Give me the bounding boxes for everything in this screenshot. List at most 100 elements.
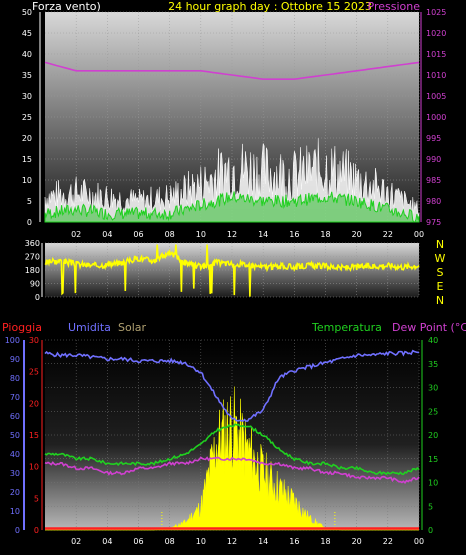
wind-tick-label: 5 <box>27 197 32 206</box>
direction-tick-label: 90 <box>30 280 40 289</box>
humidity-tick-label: 70 <box>10 393 20 402</box>
pressure-tick-label: 1025 <box>426 8 446 17</box>
solar-legend: Solar <box>118 321 147 334</box>
humidity-tick-label: 80 <box>10 374 20 383</box>
compass-label: N <box>436 238 444 251</box>
temp-tick-label: 35 <box>428 360 438 369</box>
x-tick-label: 20 <box>352 230 362 239</box>
wind-tick-label: 50 <box>22 8 32 17</box>
rain-legend: Pioggia <box>2 321 42 334</box>
rain-tick-label: 15 <box>29 431 39 440</box>
x-tick-label: 18 <box>320 537 330 546</box>
wind-tick-label: 25 <box>22 113 32 122</box>
pressure-tick-label: 1000 <box>426 113 446 122</box>
humidity-series <box>44 349 420 422</box>
temp-tick-label: 40 <box>428 336 438 345</box>
direction-tick-label: 180 <box>25 266 40 275</box>
panel-wind-axes: 0510152025303540455097598098599099510001… <box>22 8 447 239</box>
x-tick-label: 02 <box>71 537 81 546</box>
dewpoint-legend: Dew Point (°C) <box>392 321 466 334</box>
rain-tick-label: 30 <box>29 336 39 345</box>
temp-tick-label: 25 <box>428 407 438 416</box>
x-tick-label: 04 <box>102 230 112 239</box>
humidity-tick-label: 90 <box>10 355 20 364</box>
humidity-tick-label: 60 <box>10 412 20 421</box>
x-tick-label: 10 <box>196 537 206 546</box>
pressure-series <box>44 61 420 80</box>
chart-title: 24 hour graph day : Ottobre 15 2023 <box>168 0 372 13</box>
wind-speed-series <box>44 191 420 223</box>
dewpoint-series <box>44 456 420 485</box>
humidity-tick-label: 100 <box>5 336 20 345</box>
panel-temp-series <box>44 349 420 531</box>
compass-label: W <box>435 252 446 265</box>
x-tick-label: 22 <box>383 230 393 239</box>
temp-tick-label: 30 <box>428 384 438 393</box>
humidity-tick-label: 20 <box>10 488 20 497</box>
x-tick-label: 12 <box>227 230 237 239</box>
x-tick-label: 18 <box>320 230 330 239</box>
wind-tick-label: 40 <box>22 50 32 59</box>
pressure-tick-label: 995 <box>426 134 441 143</box>
x-tick-label: 00 <box>414 230 424 239</box>
rain-tick-label: 0 <box>34 526 39 535</box>
pressure-tick-label: 1010 <box>426 71 446 80</box>
humidity-tick-label: 40 <box>10 450 20 459</box>
humidity-tick-label: 0 <box>15 526 20 535</box>
x-tick-label: 10 <box>196 230 206 239</box>
humidity-tick-label: 30 <box>10 469 20 478</box>
x-tick-label: 22 <box>383 537 393 546</box>
compass-label: N <box>436 294 444 307</box>
x-tick-label: 08 <box>165 537 175 546</box>
wind-tick-label: 0 <box>27 218 32 227</box>
temperature-legend: Temperatura <box>311 321 382 334</box>
pressure-tick-label: 1005 <box>426 92 446 101</box>
rain-tick-label: 20 <box>29 399 39 408</box>
wind-axis-title: Forza vento) <box>32 0 101 13</box>
pressure-axis-title: Pressione <box>368 0 421 13</box>
temperature-series <box>44 423 420 476</box>
pressure-tick-label: 1015 <box>426 50 446 59</box>
x-tick-label: 08 <box>165 230 175 239</box>
temp-tick-label: 0 <box>428 526 433 535</box>
panel-temp-axes: 0510152025303540010203040506070809010005… <box>5 336 438 546</box>
x-tick-label: 12 <box>227 537 237 546</box>
temp-tick-label: 15 <box>428 455 438 464</box>
x-tick-label: 04 <box>102 537 112 546</box>
x-tick-label: 06 <box>133 230 143 239</box>
pressure-tick-label: 985 <box>426 176 441 185</box>
direction-tick-label: 270 <box>25 253 40 262</box>
humidity-legend: Umidita <box>68 321 111 334</box>
pressure-tick-label: 975 <box>426 218 441 227</box>
direction-tick-label: 0 <box>35 293 40 302</box>
pressure-tick-label: 980 <box>426 197 441 206</box>
temp-tick-label: 20 <box>428 431 438 440</box>
rain-tick-label: 25 <box>29 368 39 377</box>
solar-series <box>45 386 419 531</box>
x-tick-label: 00 <box>414 537 424 546</box>
direction-tick-label: 360 <box>25 239 40 248</box>
wind-tick-label: 35 <box>22 71 32 80</box>
x-tick-label: 16 <box>289 230 299 239</box>
wind-tick-label: 10 <box>22 176 32 185</box>
panel-direction-series <box>44 244 420 297</box>
temp-tick-label: 10 <box>428 479 438 488</box>
x-tick-label: 20 <box>352 537 362 546</box>
compass-label: E <box>437 280 444 293</box>
x-tick-label: 14 <box>258 537 268 546</box>
humidity-tick-label: 10 <box>10 507 20 516</box>
panel-direction-grid <box>45 242 420 298</box>
pressure-tick-label: 1020 <box>426 29 446 38</box>
x-tick-label: 02 <box>71 230 81 239</box>
humidity-tick-label: 50 <box>10 431 20 440</box>
rain-tick-label: 10 <box>29 463 39 472</box>
wind-tick-label: 45 <box>22 29 32 38</box>
compass-label: S <box>437 266 444 279</box>
panel-wind-series <box>44 61 420 223</box>
wind-tick-label: 30 <box>22 92 32 101</box>
temp-tick-label: 5 <box>428 502 433 511</box>
wind-tick-label: 20 <box>22 134 32 143</box>
x-tick-label: 16 <box>289 537 299 546</box>
